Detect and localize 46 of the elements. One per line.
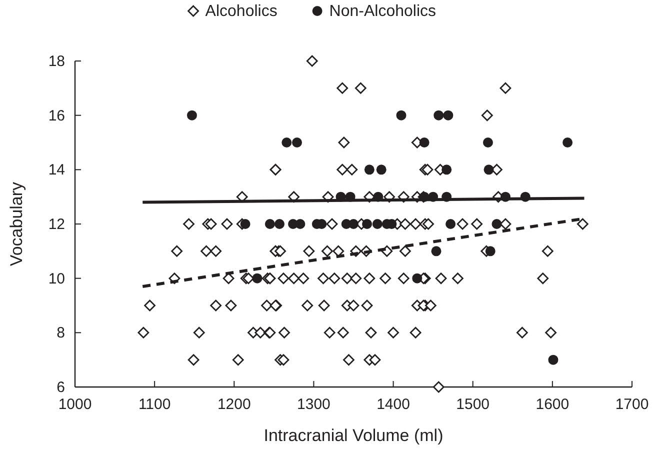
point [443, 110, 454, 120]
point [484, 164, 494, 175]
point [364, 164, 374, 175]
x-tick-label: 1500 [456, 396, 490, 413]
point [240, 219, 250, 229]
y-tick-label: 10 [48, 270, 65, 288]
y-tick-label: 16 [48, 107, 65, 124]
point [348, 219, 358, 229]
point [482, 138, 493, 148]
point [412, 273, 422, 284]
x-tick-label: 1200 [217, 396, 251, 413]
legend-label: Non-Alcoholics [329, 3, 436, 20]
point [295, 219, 306, 229]
x-tick-label: 1300 [297, 396, 330, 413]
x-tick-label: 1000 [58, 396, 92, 413]
point [419, 138, 430, 148]
y-tick-label: 14 [48, 162, 65, 179]
point [485, 246, 496, 256]
y-tick-label: 12 [48, 216, 65, 233]
point [186, 110, 197, 120]
point [442, 164, 452, 175]
x-tick-label: 1700 [615, 396, 649, 413]
x-tick-label: 1400 [376, 396, 410, 413]
point [492, 219, 502, 229]
point [282, 138, 292, 148]
x-axis-title: Intracranial Volume (ml) [264, 426, 444, 445]
y-tick-label: 6 [56, 379, 65, 396]
point [446, 219, 456, 229]
point [548, 354, 558, 365]
point [431, 246, 442, 256]
x-tick-label: 1100 [138, 396, 171, 413]
point [264, 219, 275, 229]
point [376, 164, 386, 175]
legend-label: Alcoholics [205, 3, 278, 20]
point [274, 219, 284, 229]
point [252, 273, 262, 284]
y-tick-label: 8 [56, 324, 65, 342]
y-axis-title: Vocabulary [7, 181, 26, 266]
point [372, 219, 382, 229]
point [292, 138, 302, 148]
point [362, 219, 372, 229]
point [562, 138, 573, 148]
point [434, 110, 444, 120]
x-tick-label: 1600 [536, 396, 570, 413]
y-tick-label: 18 [48, 53, 65, 70]
point [396, 110, 406, 120]
